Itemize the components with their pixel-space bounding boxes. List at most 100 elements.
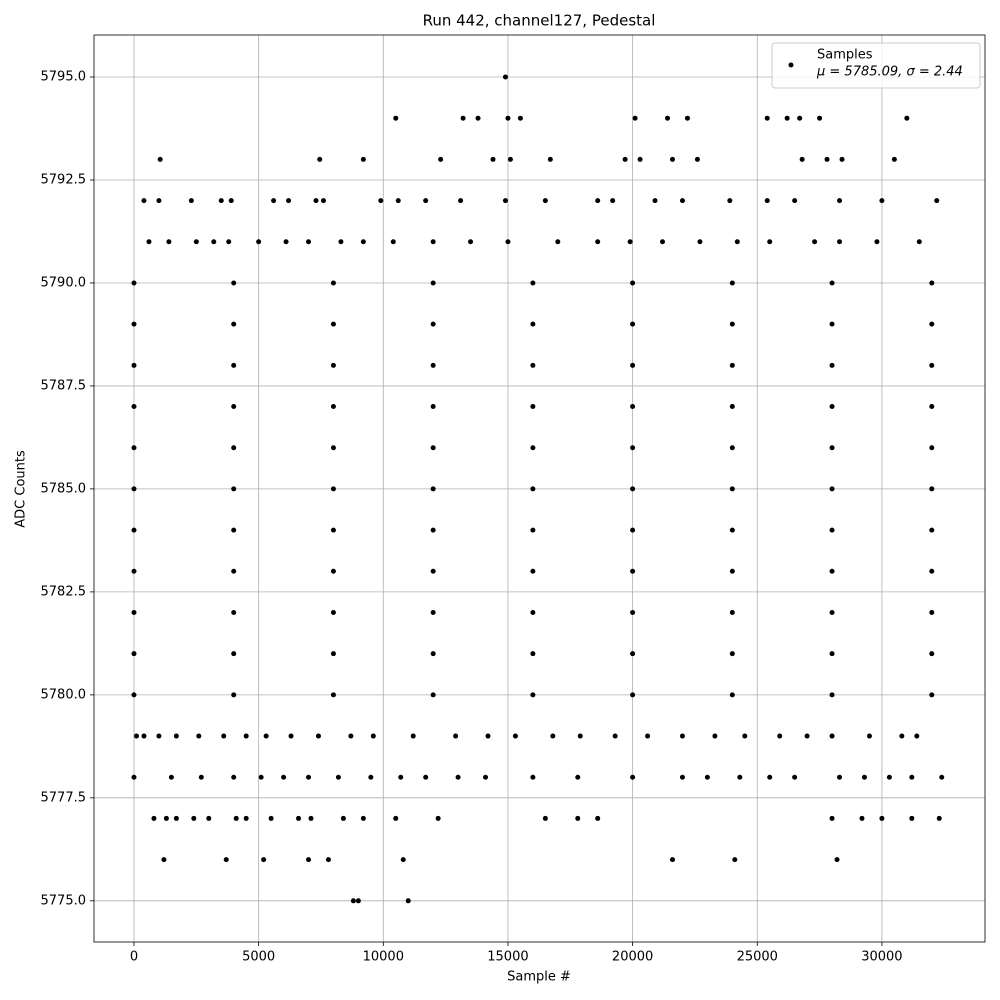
data-point xyxy=(218,198,224,204)
data-point xyxy=(665,115,671,121)
data-point xyxy=(263,733,269,739)
data-point xyxy=(296,815,302,821)
data-point xyxy=(737,774,743,780)
data-point xyxy=(163,815,169,821)
data-point xyxy=(575,774,581,780)
data-point xyxy=(131,609,137,615)
data-point xyxy=(231,321,237,327)
data-point xyxy=(231,774,237,780)
data-point xyxy=(398,774,404,780)
data-point xyxy=(317,156,323,162)
data-point xyxy=(221,733,227,739)
data-point xyxy=(430,280,436,286)
data-point xyxy=(505,239,511,245)
data-point xyxy=(198,774,204,780)
data-point xyxy=(669,156,675,162)
data-point xyxy=(231,651,237,657)
data-point xyxy=(258,774,264,780)
data-point xyxy=(829,362,835,368)
data-point xyxy=(340,815,346,821)
data-point xyxy=(430,362,436,368)
y-axis-label: ADC Counts xyxy=(14,450,29,528)
data-point xyxy=(166,239,172,245)
data-point xyxy=(368,774,374,780)
data-point xyxy=(804,733,810,739)
data-point xyxy=(530,692,536,698)
data-point xyxy=(595,198,601,204)
data-point xyxy=(829,609,835,615)
data-point xyxy=(886,774,892,780)
data-point xyxy=(330,486,336,492)
data-point xyxy=(929,609,935,615)
data-point xyxy=(622,156,628,162)
data-point xyxy=(669,857,675,863)
data-point xyxy=(161,857,167,863)
data-point xyxy=(797,115,803,121)
data-point xyxy=(355,898,361,904)
data-point xyxy=(330,362,336,368)
data-point xyxy=(929,651,935,657)
data-point xyxy=(330,692,336,698)
y-tick-label: 5792.5 xyxy=(41,172,87,187)
data-point xyxy=(829,486,835,492)
data-point xyxy=(530,568,536,574)
data-point xyxy=(390,239,396,245)
data-point xyxy=(679,774,685,780)
data-point xyxy=(243,733,249,739)
data-point xyxy=(430,568,436,574)
data-point xyxy=(630,568,636,574)
data-point xyxy=(704,774,710,780)
data-point xyxy=(423,774,429,780)
data-point xyxy=(141,198,147,204)
data-point xyxy=(679,733,685,739)
data-point xyxy=(231,527,237,533)
data-point xyxy=(929,280,935,286)
data-point xyxy=(131,486,137,492)
data-point xyxy=(630,527,636,533)
data-point xyxy=(729,280,735,286)
data-point xyxy=(530,486,536,492)
data-point xyxy=(435,815,441,821)
data-point xyxy=(430,486,436,492)
data-point xyxy=(330,404,336,410)
data-point xyxy=(914,733,920,739)
data-point xyxy=(879,198,885,204)
data-point xyxy=(891,156,897,162)
data-point xyxy=(530,404,536,410)
data-point xyxy=(610,198,616,204)
data-point xyxy=(405,898,411,904)
data-point xyxy=(211,239,217,245)
data-point xyxy=(360,239,366,245)
data-point xyxy=(231,362,237,368)
data-point xyxy=(729,692,735,698)
data-point xyxy=(231,692,237,698)
data-point xyxy=(630,445,636,451)
data-point xyxy=(929,321,935,327)
data-point xyxy=(729,568,735,574)
data-point xyxy=(438,156,444,162)
data-point xyxy=(338,239,344,245)
data-point xyxy=(231,404,237,410)
data-point xyxy=(792,198,798,204)
data-point xyxy=(231,609,237,615)
data-point xyxy=(306,857,312,863)
data-point xyxy=(430,404,436,410)
data-point xyxy=(517,115,523,121)
data-point xyxy=(206,815,212,821)
data-point xyxy=(530,527,536,533)
data-point xyxy=(839,156,845,162)
data-point xyxy=(423,198,429,204)
data-point xyxy=(934,198,940,204)
data-point xyxy=(485,733,491,739)
data-point xyxy=(734,239,740,245)
plot-frame xyxy=(93,34,986,943)
data-point xyxy=(156,198,162,204)
data-point xyxy=(547,156,553,162)
data-point xyxy=(131,321,137,327)
data-point xyxy=(133,733,139,739)
data-point xyxy=(812,239,818,245)
y-tick-label: 5777.5 xyxy=(41,790,87,805)
data-point xyxy=(742,733,748,739)
data-point xyxy=(799,156,805,162)
